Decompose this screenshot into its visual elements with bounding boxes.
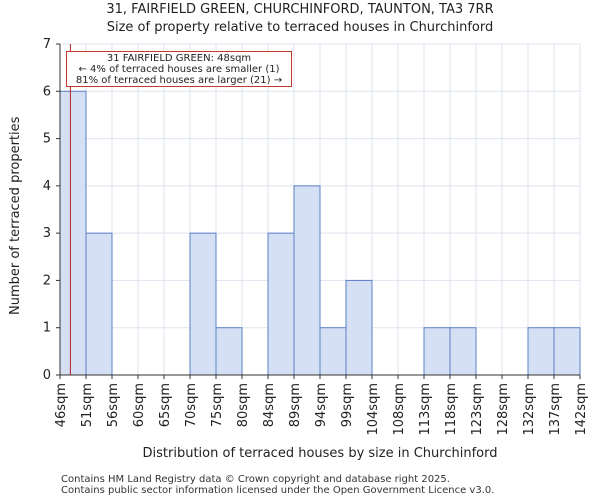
x-tick-label: 142sqm xyxy=(574,383,589,436)
x-tick-label: 123sqm xyxy=(470,383,485,436)
annotation-line-3: 81% of terraced houses are larger (21) → xyxy=(75,75,283,86)
x-tick-label: 51sqm xyxy=(80,383,95,427)
x-tick-label: 60sqm xyxy=(132,383,147,427)
chart-subtitle: Size of property relative to terraced ho… xyxy=(106,20,494,35)
property-annotation: 31 FAIRFIELD GREEN: 48sqm ← 4% of terrac… xyxy=(66,51,292,87)
bar xyxy=(345,279,373,376)
x-tick-label: 118sqm xyxy=(444,383,459,436)
x-tick-label: 94sqm xyxy=(314,383,329,427)
bar xyxy=(527,327,555,376)
x-tick-label: 104sqm xyxy=(366,383,381,436)
y-tick-label: 0 xyxy=(43,368,51,383)
bar xyxy=(59,90,87,376)
y-axis-label: Number of terraced properties xyxy=(8,116,23,315)
y-tick-label: 2 xyxy=(43,273,51,288)
x-tick-label: 84sqm xyxy=(262,383,277,427)
x-tick-label: 56sqm xyxy=(106,383,121,427)
x-tick-label: 89sqm xyxy=(288,383,303,427)
bar xyxy=(553,327,581,376)
x-tick-label: 46sqm xyxy=(54,383,69,427)
x-tick-label: 128sqm xyxy=(496,383,511,436)
x-tick-label: 113sqm xyxy=(418,383,433,436)
footer-line-1: Contains HM Land Registry data © Crown c… xyxy=(61,474,450,485)
x-tick-label: 75sqm xyxy=(210,383,225,427)
footer-line-2: Contains public sector information licen… xyxy=(61,485,495,496)
x-tick-label: 132sqm xyxy=(522,383,537,436)
bar xyxy=(449,327,477,376)
annotation-line-2: ← 4% of terraced houses are smaller (1) xyxy=(78,64,280,75)
x-axis-label: Distribution of terraced houses by size … xyxy=(142,446,498,461)
y-tick-label: 6 xyxy=(43,84,51,99)
y-tick-label: 3 xyxy=(43,226,51,241)
y-tick-label: 5 xyxy=(43,132,51,147)
y-tick-label: 4 xyxy=(43,179,51,194)
bar xyxy=(267,232,295,376)
bar xyxy=(423,327,451,376)
x-tick-label: 65sqm xyxy=(158,383,173,427)
y-tick-label: 7 xyxy=(43,37,51,52)
x-tick-label: 137sqm xyxy=(548,383,563,436)
bar xyxy=(85,232,113,376)
x-tick-label: 108sqm xyxy=(392,383,407,436)
x-tick-label: 70sqm xyxy=(184,383,199,427)
x-tick-label: 80sqm xyxy=(236,383,251,427)
bar xyxy=(215,327,243,376)
y-tick-label: 1 xyxy=(43,321,51,336)
annotation-line-1: 31 FAIRFIELD GREEN: 48sqm xyxy=(106,53,252,64)
bar xyxy=(319,327,347,376)
x-tick-label: 99sqm xyxy=(340,383,355,427)
bar xyxy=(293,185,321,376)
chart-title: 31, FAIRFIELD GREEN, CHURCHINFORD, TAUNT… xyxy=(106,2,494,17)
bar xyxy=(189,232,217,376)
